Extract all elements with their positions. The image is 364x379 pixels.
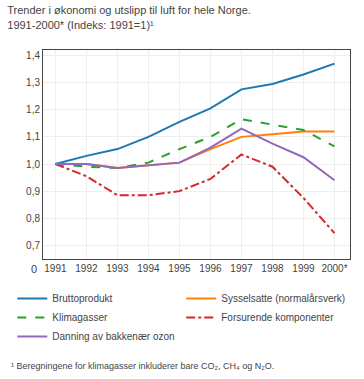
svg-text:1991: 1991 <box>44 263 67 274</box>
svg-text:1,1: 1,1 <box>26 131 40 142</box>
svg-text:Danning av bakkenær ozon: Danning av bakkenær ozon <box>52 331 174 342</box>
svg-text:1995: 1995 <box>168 263 191 274</box>
svg-text:0,8: 0,8 <box>26 213 40 224</box>
svg-text:Bruttoprodukt: Bruttoprodukt <box>52 293 112 304</box>
svg-text:Sysselsatte (normalårsverk): Sysselsatte (normalårsverk) <box>221 293 345 304</box>
svg-text:1996: 1996 <box>199 263 222 274</box>
svg-text:1,4: 1,4 <box>26 50 40 61</box>
svg-text:¹ Beregningene for klimagasser: ¹ Beregningene for klimagasser inkludere… <box>11 361 274 371</box>
svg-text:1993: 1993 <box>106 263 129 274</box>
svg-text:1994: 1994 <box>137 263 160 274</box>
svg-text:0: 0 <box>31 263 37 275</box>
svg-text:2000*: 2000* <box>321 263 347 274</box>
svg-text:Trender i økonomi og utslipp t: Trender i økonomi og utslipp til luft fo… <box>7 4 251 30</box>
svg-text:1997: 1997 <box>230 263 253 274</box>
svg-text:1,2: 1,2 <box>26 104 40 115</box>
svg-text:0,7: 0,7 <box>26 240 40 251</box>
svg-text:1992: 1992 <box>75 263 98 274</box>
svg-text:1998: 1998 <box>261 263 284 274</box>
svg-text:1,3: 1,3 <box>26 77 40 88</box>
svg-text:1999: 1999 <box>292 263 315 274</box>
svg-text:Klimagasser: Klimagasser <box>52 312 108 323</box>
svg-text:0,9: 0,9 <box>26 186 40 197</box>
svg-text:1,0: 1,0 <box>26 159 40 170</box>
svg-text:Forsurende komponenter: Forsurende komponenter <box>221 312 334 323</box>
